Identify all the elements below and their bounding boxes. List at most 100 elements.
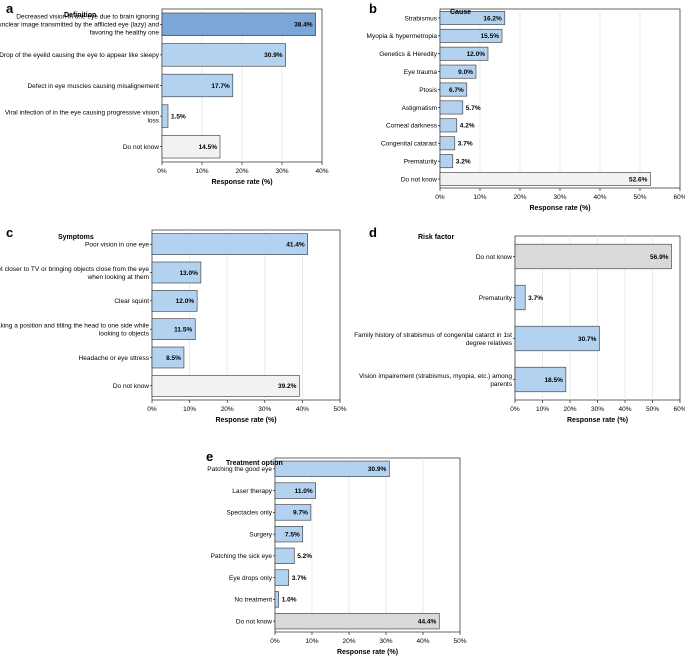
bar: [514, 366, 567, 393]
category-label: Strabismus: [404, 15, 437, 22]
chart-title: Symptoms: [58, 234, 94, 241]
panel-letter-e: e: [206, 449, 214, 464]
category-label: when looking at them: [87, 274, 149, 281]
category-label: Clear squint: [114, 298, 149, 305]
category-label: parents: [490, 381, 512, 388]
category-label: Astigmatism: [402, 105, 437, 112]
bar: [274, 591, 279, 608]
x-tick-label: 0%: [510, 406, 520, 413]
data-label: 9.0%: [458, 69, 473, 76]
category-label: Patching the good eye: [207, 466, 272, 473]
category-label: Genetics & Heredity: [379, 51, 438, 58]
data-label: 5.7%: [466, 105, 481, 112]
panel-letter-c: c: [6, 225, 14, 240]
data-label: 38.4%: [294, 22, 313, 29]
x-tick-label: 60%: [673, 194, 685, 201]
data-label: 56.9%: [650, 254, 669, 261]
chart-title: Treatment option: [226, 460, 283, 467]
chart-title: Risk factor: [418, 234, 454, 241]
category-label: Eye drops only: [229, 575, 273, 582]
category-label: Do not know: [401, 176, 437, 183]
data-label: 6.7%: [449, 87, 464, 94]
data-label: 16.2%: [483, 15, 502, 22]
data-label: 3.7%: [458, 141, 473, 148]
x-axis-label: Response rate (%): [211, 179, 272, 186]
x-tick-label: 30%: [379, 638, 392, 645]
category-label: Vision impairement (strabismus, myopia, …: [359, 373, 512, 380]
category-label: Patching the sick eye: [211, 553, 273, 560]
x-axis-label: Response rate (%): [529, 205, 590, 212]
data-label: 9.7%: [293, 510, 308, 517]
category-label: Prematurity: [479, 295, 513, 302]
x-axis-label: Response rate (%): [567, 417, 628, 424]
data-label: 11.0%: [295, 488, 313, 495]
data-label: 30.9%: [264, 52, 283, 59]
x-tick-label: 10%: [473, 194, 486, 201]
chart-title: Definition: [64, 12, 96, 19]
category-label: Drop of the eyelid causing the eye to ap…: [0, 52, 160, 59]
data-label: 8.5%: [166, 355, 181, 362]
data-label: 30.9%: [368, 466, 387, 473]
x-tick-label: 0%: [147, 406, 157, 413]
x-tick-label: 50%: [646, 406, 659, 413]
x-tick-label: 0%: [270, 638, 280, 645]
x-tick-label: 30%: [553, 194, 566, 201]
x-tick-label: 20%: [563, 406, 576, 413]
x-tick-label: 10%: [195, 168, 208, 175]
x-tick-label: 30%: [591, 406, 604, 413]
x-tick-label: 40%: [296, 406, 309, 413]
data-label: 41.4%: [286, 241, 305, 248]
chart-title: Cause: [450, 9, 471, 16]
x-tick-label: 50%: [333, 406, 346, 413]
x-tick-label: 40%: [593, 194, 606, 201]
bar: [274, 547, 295, 565]
category-label: favoring the healthy one: [90, 30, 160, 37]
x-tick-label: 40%: [618, 406, 631, 413]
category-label: Congenital cataract: [381, 141, 437, 148]
data-label: 14.5%: [199, 144, 218, 151]
x-axis-label: Response rate (%): [337, 649, 398, 656]
data-label: 39.2%: [278, 383, 297, 390]
category-label: Laser therapy: [232, 488, 272, 495]
data-label: 11.5%: [174, 326, 192, 333]
data-label: 44.4%: [418, 618, 437, 625]
data-label: 1.0%: [282, 597, 297, 604]
data-label: 17.7%: [211, 83, 230, 90]
data-label: 13.0%: [179, 270, 198, 277]
data-label: 3.7%: [292, 575, 307, 582]
category-label: Myopia & hypermetropia: [367, 33, 438, 40]
category-label: Decreased vision in one eye due to brain…: [16, 14, 159, 21]
category-label: degree relatives: [466, 340, 513, 347]
category-label: Viral infection of in the eye causing pr…: [5, 109, 160, 116]
data-label: 5.2%: [297, 553, 312, 560]
data-label: 1.5%: [171, 113, 186, 120]
data-label: 30.7%: [578, 336, 597, 343]
bar: [514, 325, 600, 352]
x-tick-label: 50%: [633, 194, 646, 201]
panel-letter-a: a: [6, 1, 14, 16]
category-label: No treatment: [234, 597, 272, 604]
bar: [274, 612, 440, 630]
bar: [274, 569, 289, 586]
category-label: Get closer to TV or bringing objects clo…: [0, 266, 149, 273]
category-label: looking to objects: [99, 330, 150, 337]
x-tick-label: 0%: [435, 194, 445, 201]
panel-letter-d: d: [369, 225, 377, 240]
data-label: 18.5%: [544, 377, 563, 384]
category-label: Surgery: [249, 531, 273, 538]
category-label: Do not know: [113, 383, 149, 390]
category-label: Spectacles only: [226, 510, 272, 517]
category-label: Defect in eye muscles causing misalignem…: [27, 83, 159, 90]
plot-area: [151, 229, 341, 401]
data-label: 3.7%: [528, 295, 543, 302]
data-label: 3.2%: [456, 158, 471, 165]
x-tick-label: 40%: [416, 638, 429, 645]
category-label: Eye trauma: [404, 69, 438, 76]
data-label: 4.2%: [460, 123, 475, 130]
x-tick-label: 0%: [157, 168, 167, 175]
data-label: 7.5%: [285, 531, 300, 538]
